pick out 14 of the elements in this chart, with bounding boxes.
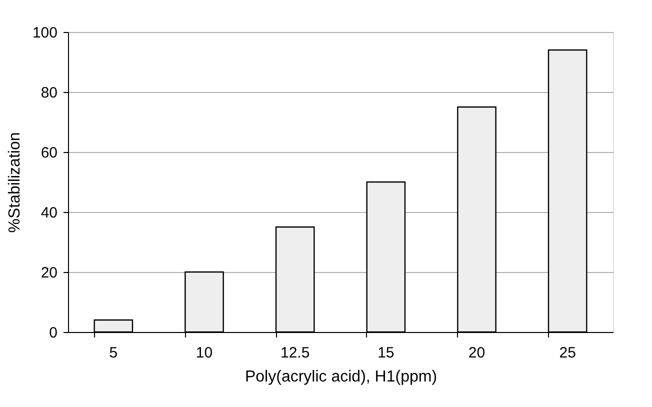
x-tick-label: 5: [109, 344, 118, 362]
x-tick-label: 12.5: [280, 344, 310, 362]
x-tick-label: 10: [196, 344, 213, 362]
x-axis-title: Poly(acrylic acid), H1(ppm): [244, 368, 438, 386]
y-tick-label: 0: [49, 324, 58, 342]
x-tick-label: 15: [378, 344, 394, 362]
y-axis-title: %Stabilization: [6, 132, 24, 233]
y-tick-label: 80: [40, 84, 58, 102]
y-tick-label: 60: [40, 144, 58, 162]
y-tick-label: 20: [40, 264, 58, 282]
y-tick-label: 40: [40, 204, 58, 222]
x-tick-label: 25: [559, 344, 576, 362]
x-tick-label: 20: [468, 344, 486, 362]
y-tick-label: 100: [32, 24, 58, 42]
